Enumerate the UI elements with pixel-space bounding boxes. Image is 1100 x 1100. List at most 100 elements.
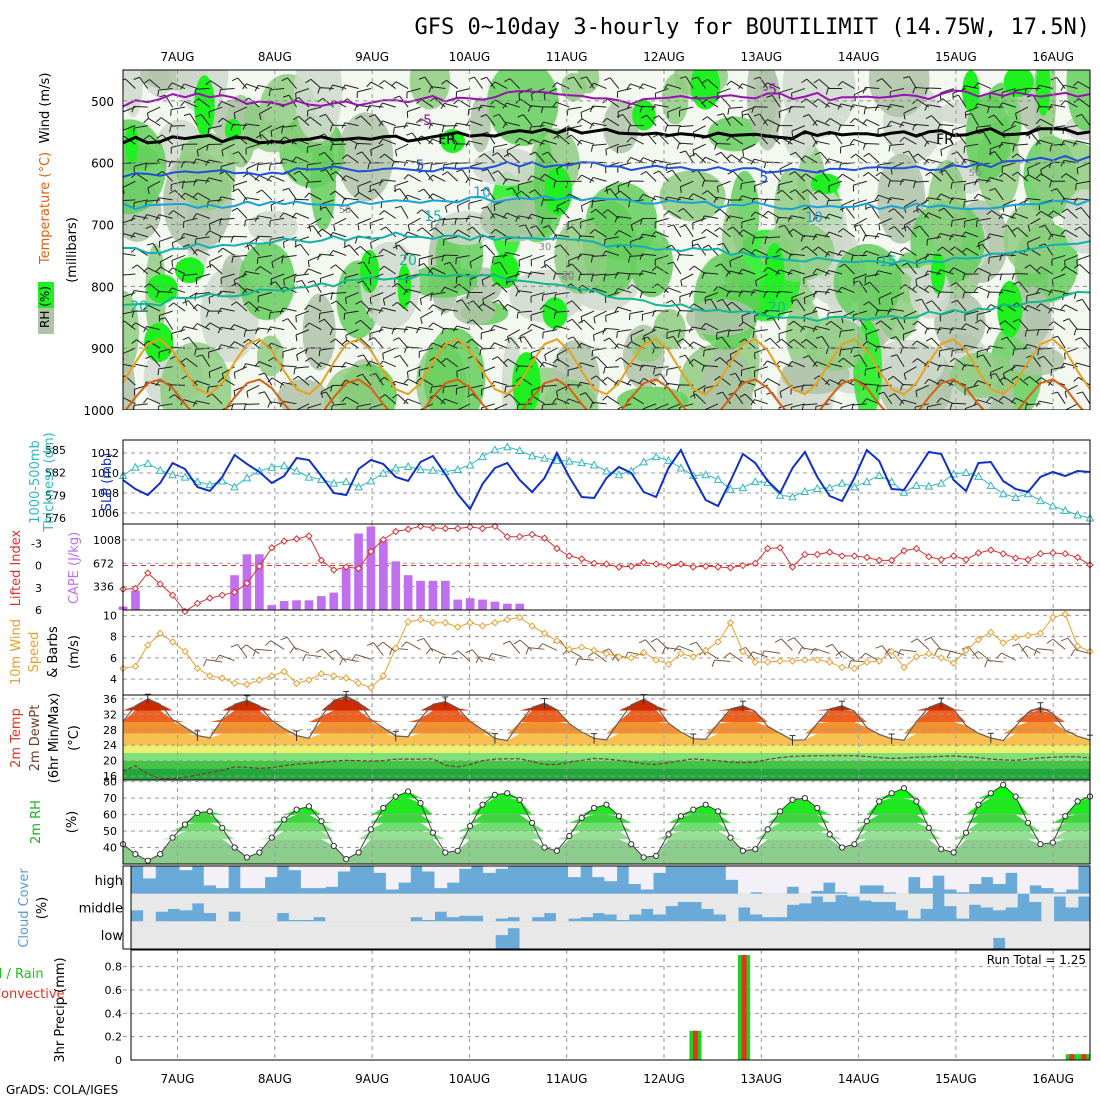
wind-speed-point	[565, 645, 574, 654]
y-tick-label: 8	[110, 631, 117, 644]
wind-barb-tick	[453, 325, 458, 332]
wind-barb-tick	[504, 386, 507, 393]
wind-barb	[1006, 336, 1017, 349]
wind-barb-tick	[903, 76, 910, 79]
wind-barb-tick	[466, 338, 473, 344]
wind-barb	[622, 114, 632, 126]
date-label-bottom: 15AUG	[935, 1072, 977, 1086]
wind-barb-tick	[539, 304, 545, 311]
wind-barb	[382, 138, 396, 145]
wind-barb	[456, 122, 471, 127]
wind10m-barb-tick	[240, 644, 247, 650]
wind-barb	[171, 143, 186, 148]
lifted-index-point	[330, 566, 338, 574]
wind-barb-tick	[1010, 213, 1016, 219]
wind-barb-tick	[913, 182, 916, 189]
wind-barb-tick	[479, 349, 482, 356]
wind-barb-tick	[717, 113, 724, 116]
wind-barb-tick	[305, 347, 308, 355]
wind-barb-tick	[664, 210, 670, 216]
wind-barb-tick	[1048, 307, 1053, 314]
wind10m-barb	[255, 648, 272, 652]
wind-barb-tick	[850, 255, 854, 262]
wind-barb-tick	[329, 124, 333, 132]
wind-barb	[159, 255, 173, 263]
wind-barb-tick	[403, 174, 409, 180]
wind-barb	[444, 286, 458, 294]
wind-barb	[890, 88, 905, 93]
wind-barb	[940, 269, 954, 275]
wind-barb	[498, 299, 508, 312]
cloud-clear-cell	[216, 921, 229, 949]
wind-barb	[989, 233, 1004, 238]
wind-barb-tick	[368, 257, 371, 265]
wind-barb-tick	[837, 103, 842, 110]
wind-barb-tick	[853, 354, 860, 358]
wind-barb	[631, 284, 644, 293]
wind-barb	[381, 179, 396, 182]
wind-barb	[270, 236, 285, 240]
wind-barb	[172, 267, 186, 275]
wind-barb-tick	[915, 390, 918, 398]
wind-barb	[358, 192, 372, 201]
wind-barb-tick	[242, 363, 247, 370]
wind-barb-tick	[802, 114, 809, 118]
wind-barb-tick	[540, 199, 544, 207]
wind-barb-tick	[318, 151, 325, 156]
wind-barb	[844, 263, 855, 275]
wind-barb-tick	[258, 391, 265, 394]
wind-barb	[1031, 133, 1041, 145]
wind-barb-tick	[293, 275, 296, 283]
wind-barb	[320, 199, 334, 205]
cloud-clear-cell	[689, 921, 703, 949]
temp-band	[123, 696, 1090, 711]
wind-barb	[609, 188, 620, 201]
wind-barb-tick	[875, 309, 879, 317]
y-tick-label: 1000	[83, 404, 114, 418]
wind-barb	[779, 360, 793, 368]
wind-barb	[294, 366, 310, 369]
wind-barb-tick	[416, 377, 422, 383]
wind-barb	[123, 217, 136, 224]
wind-barb-tick	[382, 298, 386, 306]
wind-speed-point	[999, 639, 1007, 647]
temp-axis-label: 2m Temp	[9, 708, 24, 768]
cloud-clear-cell	[1005, 921, 1018, 949]
wind-barb	[133, 125, 148, 129]
wind-barb-tick	[143, 214, 148, 221]
wind-barb	[881, 78, 892, 89]
wind-barb	[964, 143, 979, 147]
rh-patch	[871, 339, 945, 389]
wind-barb	[808, 355, 818, 368]
wind10m-barb	[373, 642, 384, 656]
wind-barb-tick	[378, 326, 383, 333]
wind-barb	[295, 273, 310, 277]
wind-barb-tick	[168, 302, 174, 308]
wind-barb-tick	[714, 227, 721, 232]
wind-barb-tick	[973, 82, 979, 89]
rh-band	[123, 839, 1090, 864]
wind-barb-tick	[651, 195, 656, 202]
wind-barb-tick	[196, 354, 203, 358]
isotherm-label: FR	[438, 132, 456, 148]
wind-barb-tick	[986, 327, 990, 334]
wind-barb-tick	[369, 297, 372, 304]
cloud-clear-cell	[373, 893, 387, 922]
wind-barb	[319, 310, 334, 314]
wind-barb-tick	[998, 213, 1003, 220]
wind-barb-tick	[912, 358, 918, 363]
wind-barb-tick	[1001, 224, 1008, 228]
wind-barb	[672, 336, 682, 349]
wind-barb-tick	[975, 220, 978, 228]
isotherm-label: 10	[805, 210, 823, 226]
rh-point	[950, 849, 957, 856]
wind-barb-tick	[491, 256, 494, 264]
wind-barb	[1029, 264, 1041, 275]
wind-barb-tick	[182, 336, 189, 341]
wind-barb	[741, 180, 756, 184]
cloud-clear-cell	[701, 893, 715, 909]
cloud-clear-cell	[725, 921, 739, 949]
wind-barb	[236, 207, 248, 219]
wind-barb	[298, 115, 310, 127]
wind-barb	[356, 142, 371, 145]
